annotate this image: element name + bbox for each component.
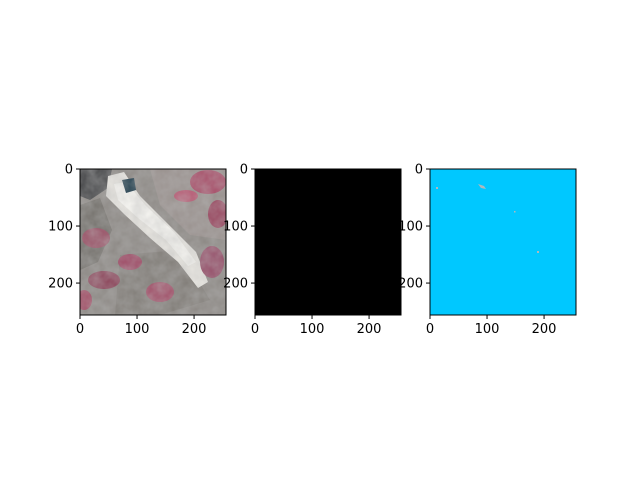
y-tick-label: 0 bbox=[240, 163, 248, 178]
y-tick-label: 100 bbox=[223, 220, 248, 235]
cyan-map-image bbox=[430, 169, 576, 315]
x-tick-label: 0 bbox=[251, 322, 259, 337]
y-tick-label: 0 bbox=[415, 163, 423, 178]
grey-speck bbox=[514, 211, 516, 213]
y-tick-label: 0 bbox=[65, 163, 73, 178]
panel-2-mask bbox=[254, 168, 402, 316]
texture-overlay bbox=[80, 169, 226, 315]
y-tick-label: 200 bbox=[398, 277, 423, 292]
x-tick-label: 0 bbox=[76, 322, 84, 337]
axes-frame bbox=[79, 168, 227, 316]
ticks-layer: 0 100 200 0 100 200 0 100 200 0 100 200 0 100 200 0 100 2… bbox=[48, 163, 556, 338]
axes-frame bbox=[254, 168, 402, 316]
y-tick-label: 200 bbox=[223, 277, 248, 292]
y-tick-label: 100 bbox=[48, 220, 73, 235]
x-tick-label: 100 bbox=[300, 322, 325, 337]
x-tick-label: 200 bbox=[182, 322, 207, 337]
satellite-image bbox=[80, 169, 226, 315]
x-tick-label: 200 bbox=[357, 322, 382, 337]
panel-3-class-map bbox=[429, 168, 577, 316]
x-tick-label: 100 bbox=[125, 322, 150, 337]
x-tick-label: 100 bbox=[475, 322, 500, 337]
grey-speck bbox=[436, 187, 438, 189]
panel-1-satellite bbox=[79, 168, 227, 316]
x-tick-label: 0 bbox=[426, 322, 434, 337]
x-tick-label: 200 bbox=[532, 322, 557, 337]
y-tick-label: 100 bbox=[398, 220, 423, 235]
y-tick-label: 200 bbox=[48, 277, 73, 292]
grey-speck bbox=[478, 184, 486, 189]
black-mask-image bbox=[255, 169, 401, 315]
axes-frame bbox=[429, 168, 577, 316]
grey-speck bbox=[537, 251, 539, 253]
